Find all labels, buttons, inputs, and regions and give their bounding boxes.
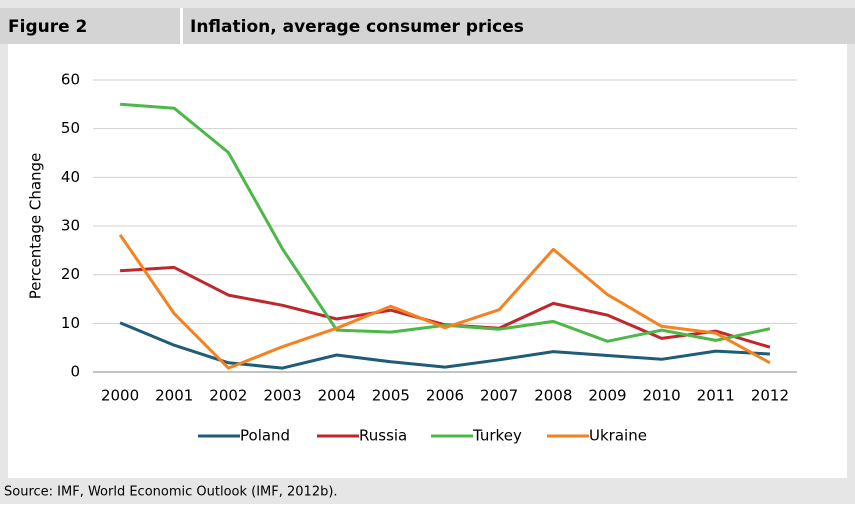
x-tick-label: 2008 (534, 387, 572, 405)
source-note: Source: IMF, World Economic Outlook (IMF… (4, 485, 338, 500)
y-axis-label: Percentage Change (27, 153, 45, 300)
x-tick-label: 2007 (480, 387, 518, 405)
legend-label: Poland (240, 427, 290, 445)
legend-label: Ukraine (589, 427, 647, 445)
y-tick-label: 30 (61, 217, 80, 235)
x-tick-label: 2002 (209, 387, 247, 405)
chart-area (8, 44, 847, 478)
series-line (119, 102, 771, 343)
series-line (118, 233, 771, 370)
figure-label: Figure 2 (8, 17, 87, 37)
x-tick-label: 2004 (318, 387, 356, 405)
x-tick-label: 2011 (697, 387, 735, 405)
legend-label: Turkey (472, 427, 522, 445)
y-tick-label: 0 (70, 363, 80, 381)
x-tick-label: 2001 (155, 387, 193, 405)
chart-title: Inflation, average consumer prices (190, 17, 524, 37)
series-line (119, 321, 770, 370)
x-tick-label: 2010 (643, 387, 681, 405)
y-tick-label: 10 (61, 314, 80, 332)
x-tick-label: 2000 (101, 387, 139, 405)
x-tick-label: 2005 (372, 387, 410, 405)
header-divider (180, 8, 183, 44)
y-tick-label: 20 (61, 265, 80, 283)
header-bar (0, 8, 855, 44)
y-tick-label: 50 (61, 119, 80, 137)
x-tick-label: 2009 (588, 387, 626, 405)
x-tick-label: 2006 (426, 387, 464, 405)
x-tick-label: 2012 (751, 387, 789, 405)
y-tick-label: 40 (61, 168, 80, 186)
legend-label: Russia (359, 427, 407, 445)
y-tick-label: 60 (61, 71, 80, 89)
x-tick-label: 2003 (263, 387, 301, 405)
